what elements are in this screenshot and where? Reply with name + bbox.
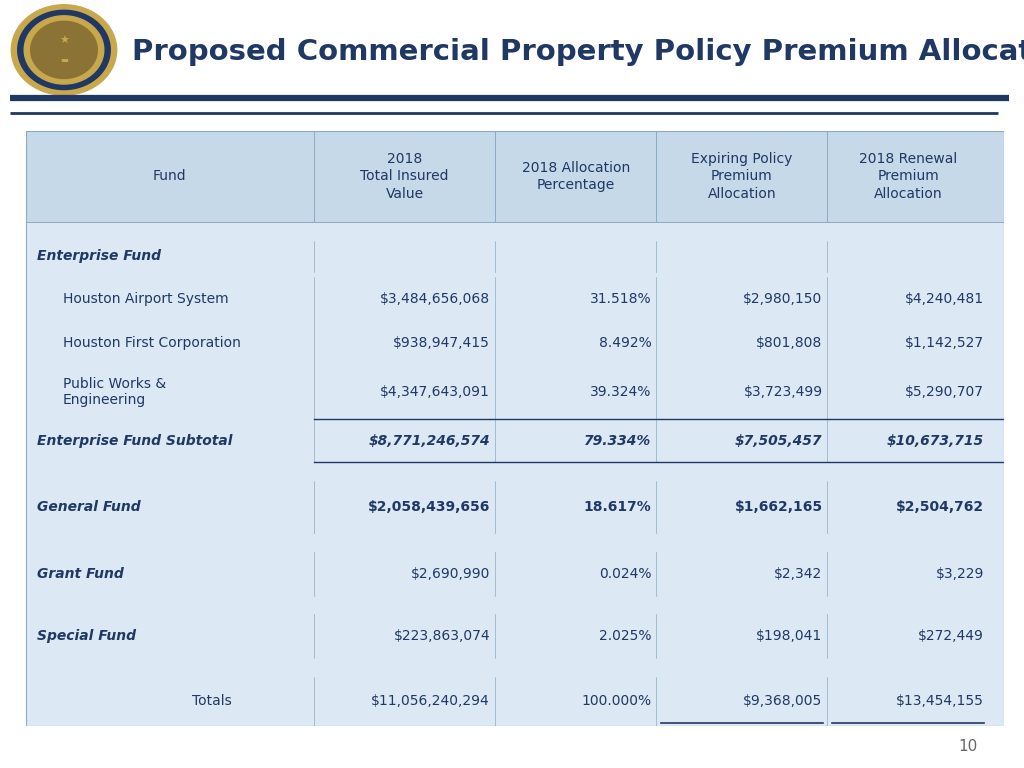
Text: $223,863,074: $223,863,074 xyxy=(393,629,490,644)
Text: General Fund: General Fund xyxy=(37,500,141,515)
Text: $1,662,165: $1,662,165 xyxy=(734,500,822,515)
Bar xyxy=(26,131,1004,222)
Text: $2,504,762: $2,504,762 xyxy=(896,500,984,515)
Text: Houston First Corporation: Houston First Corporation xyxy=(62,336,241,350)
Text: $938,947,415: $938,947,415 xyxy=(393,336,490,350)
Text: $198,041: $198,041 xyxy=(757,629,822,644)
Text: Fund: Fund xyxy=(153,170,186,184)
Bar xyxy=(26,482,1004,533)
Text: 2018 Renewal
Premium
Allocation: 2018 Renewal Premium Allocation xyxy=(859,152,957,200)
Text: Houston Airport System: Houston Airport System xyxy=(62,292,228,306)
Bar xyxy=(26,552,1004,596)
Text: $272,449: $272,449 xyxy=(919,629,984,644)
Bar xyxy=(26,272,1004,277)
Text: ★: ★ xyxy=(59,35,69,46)
Bar xyxy=(26,419,1004,462)
Bar xyxy=(26,365,1004,419)
Text: $11,056,240,294: $11,056,240,294 xyxy=(372,694,490,708)
Text: Enterprise Fund: Enterprise Fund xyxy=(37,250,162,263)
Polygon shape xyxy=(17,10,111,90)
Text: $9,368,005: $9,368,005 xyxy=(743,694,822,708)
Text: 10: 10 xyxy=(958,739,978,754)
Text: $3,723,499: $3,723,499 xyxy=(743,385,822,399)
Polygon shape xyxy=(25,16,103,84)
Bar xyxy=(26,321,1004,365)
Bar xyxy=(26,241,1004,272)
Polygon shape xyxy=(31,22,97,78)
Text: Proposed Commercial Property Policy Premium Allocation: Proposed Commercial Property Policy Prem… xyxy=(132,38,1024,66)
Bar xyxy=(26,277,1004,321)
Bar xyxy=(26,533,1004,552)
Text: $3,484,656,068: $3,484,656,068 xyxy=(380,292,490,306)
Text: $2,058,439,656: $2,058,439,656 xyxy=(368,500,490,515)
Text: $7,505,457: $7,505,457 xyxy=(735,434,822,448)
Text: 8.492%: 8.492% xyxy=(599,336,651,350)
Text: $4,240,481: $4,240,481 xyxy=(905,292,984,306)
Text: 2018
Total Insured
Value: 2018 Total Insured Value xyxy=(360,152,449,200)
Text: $4,347,643,091: $4,347,643,091 xyxy=(380,385,490,399)
Text: 100.000%: 100.000% xyxy=(582,694,651,708)
Text: 2.025%: 2.025% xyxy=(599,629,651,644)
Text: ▬: ▬ xyxy=(60,57,68,65)
Text: Totals: Totals xyxy=(191,694,231,708)
Bar xyxy=(26,614,1004,658)
Bar xyxy=(26,677,1004,726)
Text: $8,771,246,574: $8,771,246,574 xyxy=(369,434,490,448)
Polygon shape xyxy=(11,5,117,95)
Text: Expiring Policy
Premium
Allocation: Expiring Policy Premium Allocation xyxy=(691,152,793,200)
Text: $2,980,150: $2,980,150 xyxy=(743,292,822,306)
Bar xyxy=(26,462,1004,482)
Text: $1,142,527: $1,142,527 xyxy=(905,336,984,350)
Text: 18.617%: 18.617% xyxy=(584,500,651,515)
Text: $10,673,715: $10,673,715 xyxy=(887,434,984,448)
Text: 79.334%: 79.334% xyxy=(585,434,651,448)
Text: 2018 Allocation
Percentage: 2018 Allocation Percentage xyxy=(521,161,630,192)
Text: Grant Fund: Grant Fund xyxy=(37,567,124,581)
Text: $3,229: $3,229 xyxy=(936,567,984,581)
Text: $2,690,990: $2,690,990 xyxy=(411,567,490,581)
Text: 0.024%: 0.024% xyxy=(599,567,651,581)
Bar xyxy=(26,596,1004,614)
Bar xyxy=(26,222,1004,241)
Text: Enterprise Fund Subtotal: Enterprise Fund Subtotal xyxy=(37,434,232,448)
Bar xyxy=(26,658,1004,677)
Text: Public Works &
Engineering: Public Works & Engineering xyxy=(62,376,166,407)
Text: $5,290,707: $5,290,707 xyxy=(905,385,984,399)
Text: 31.518%: 31.518% xyxy=(590,292,651,306)
Text: $13,454,155: $13,454,155 xyxy=(896,694,984,708)
Text: $801,808: $801,808 xyxy=(757,336,822,350)
Text: 39.324%: 39.324% xyxy=(590,385,651,399)
Text: $2,342: $2,342 xyxy=(774,567,822,581)
Text: Special Fund: Special Fund xyxy=(37,629,136,644)
